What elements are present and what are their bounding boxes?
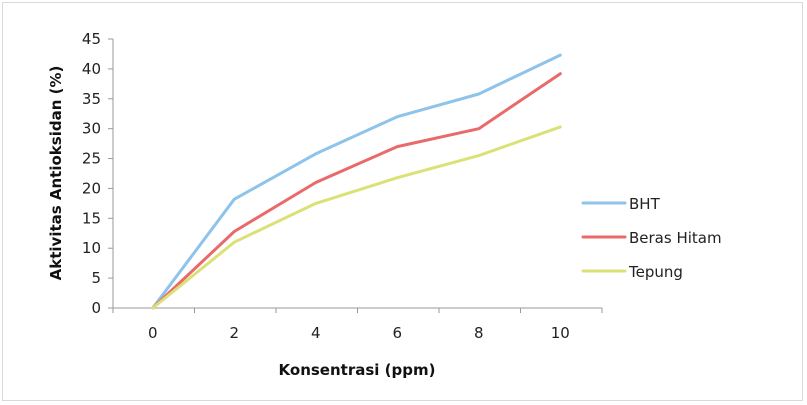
- x-axis-title: Konsentrasi (ppm): [279, 361, 436, 379]
- y-tick-label: 10: [82, 239, 101, 257]
- x-tick-label: 8: [474, 324, 484, 342]
- y-tick-label: 0: [91, 299, 101, 317]
- legend-label-tepung: Tepung: [628, 263, 683, 281]
- series-line-tepung: [151, 125, 562, 310]
- line-chart: 0 5 10 15 20 25 30 35 40 45 0 2 4 6 8 10 BHT Beras Hita…: [47, 30, 722, 379]
- y-axis-title: Aktivitas Antioksidan (%): [47, 66, 65, 281]
- y-tick-label: 30: [82, 120, 101, 138]
- y-axis-ticks: 0 5 10 15 20 25 30 35 40 45: [82, 30, 113, 317]
- legend-label-bht: BHT: [629, 195, 661, 213]
- x-tick-label: 10: [551, 324, 570, 342]
- legend: BHT Beras Hitam Tepung: [581, 195, 722, 281]
- legend-label-beras-hitam: Beras Hitam: [629, 229, 722, 247]
- y-tick-label: 5: [91, 269, 101, 287]
- series-line-beras-hitam: [151, 72, 562, 310]
- y-tick-label: 25: [82, 150, 101, 168]
- x-tick-label: 4: [311, 324, 321, 342]
- y-tick-label: 45: [82, 30, 101, 48]
- chart-frame: 0 5 10 15 20 25 30 35 40 45 0 2 4 6 8 10 BHT Beras Hita…: [2, 2, 803, 401]
- x-axis-ticks: 0 2 4 6 8 10: [112, 308, 603, 342]
- x-tick-label: 2: [229, 324, 239, 342]
- y-tick-label: 15: [82, 209, 101, 227]
- y-tick-label: 35: [82, 90, 101, 108]
- x-tick-label: 6: [392, 324, 402, 342]
- series-lines: [151, 53, 562, 310]
- y-tick-label: 40: [82, 60, 101, 78]
- x-tick-label: 0: [148, 324, 158, 342]
- axes: [112, 39, 602, 309]
- y-tick-label: 20: [82, 179, 101, 197]
- series-line-bht: [151, 53, 562, 310]
